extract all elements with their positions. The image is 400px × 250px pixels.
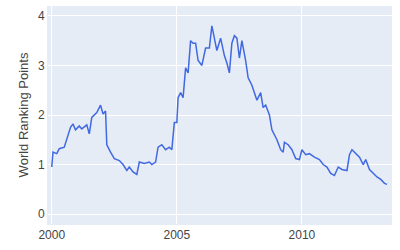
svg-text:2005: 2005 bbox=[163, 228, 190, 242]
svg-text:3: 3 bbox=[38, 59, 45, 73]
svg-text:2000: 2000 bbox=[38, 228, 65, 242]
svg-text:0: 0 bbox=[38, 207, 45, 221]
svg-text:2: 2 bbox=[38, 108, 45, 122]
svg-text:4: 4 bbox=[38, 9, 45, 23]
svg-text:2010: 2010 bbox=[289, 228, 316, 242]
svg-text:World Ranking Points: World Ranking Points bbox=[16, 52, 31, 177]
svg-text:1: 1 bbox=[38, 158, 45, 172]
